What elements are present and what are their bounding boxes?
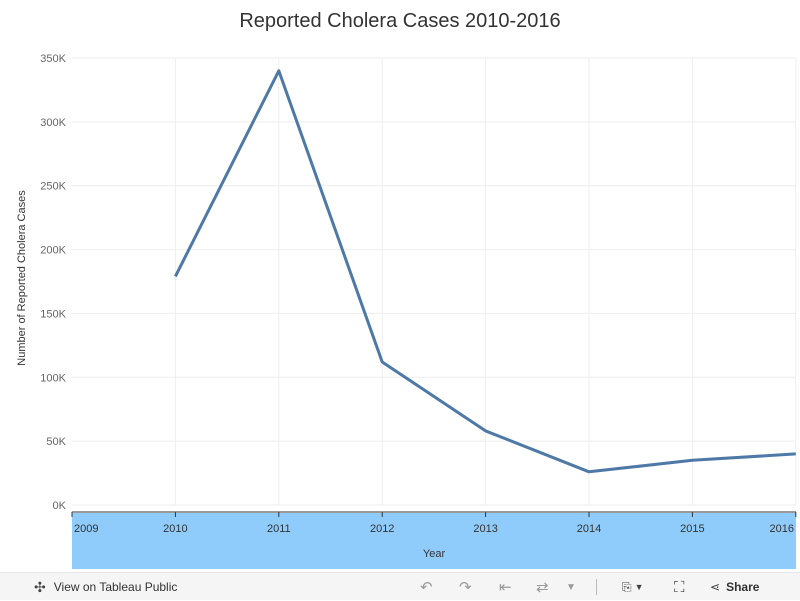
y-tick-label: 100K [40,372,66,384]
share-icon: ⋖ [710,580,721,594]
y-axis-ticks: 350K 300K 250K 200K 150K 100K 50K 0K [40,53,66,512]
y-tick-label: 150K [40,308,66,320]
redo-icon[interactable]: ↷ [459,579,472,596]
series-layer [172,68,799,475]
tableau-logo-icon: ✣ [34,578,46,595]
x-axis-ticks: 2009 2010 2011 2012 2013 2014 2015 2016 [71,512,797,535]
pause-dropdown-icon[interactable]: ▼ [566,581,576,593]
data-point[interactable] [793,451,799,457]
x-axis-band[interactable] [72,513,796,569]
series-line[interactable] [174,69,796,474]
y-tick-label: 350K [40,53,66,65]
data-point[interactable] [689,457,695,463]
share-button[interactable]: ⋖ Share [710,573,759,601]
view-on-tableau-button[interactable]: ✣ View on Tableau Public [34,573,177,601]
toolbar: ✣ View on Tableau Public ↶ ↷ ⇤ ⇄ ▼ ⎘ ▼ ⛶… [0,572,800,600]
y-tick-label: 50K [46,436,66,448]
y-axis-label: Number of Reported Cholera Cases [16,190,28,366]
line-chart: 2009 2010 2011 2012 2013 2014 2015 2016 350K 300… [16,53,799,569]
data-point[interactable] [586,469,592,475]
x-tick-label: 2009 [74,523,98,535]
download-icon[interactable]: ⎘ ▼ [622,579,644,594]
undo-icon[interactable]: ↶ [420,579,433,596]
y-tick-label: 300K [40,117,66,129]
y-tick-label: 200K [40,245,66,257]
y-tick-label: 250K [40,181,66,193]
gridlines [72,57,797,506]
view-on-tableau-label: View on Tableau Public [53,580,178,594]
x-tick-label: 2016 [770,523,794,535]
revert-icon[interactable]: ⇤ [499,579,512,596]
x-axis-label: Year [423,548,446,560]
chart-title: Reported Cholera Cases 2010-2016 [239,10,561,32]
toolbar-divider [596,579,597,595]
x-tick-label: 2012 [370,523,394,535]
data-point[interactable] [276,68,282,74]
data-point[interactable] [483,428,489,434]
data-point[interactable] [172,273,178,279]
data-point[interactable] [379,359,385,365]
x-tick-label: 2013 [473,523,497,535]
fullscreen-icon[interactable]: ⛶ [674,578,685,596]
refresh-icon[interactable]: ⇄ [536,579,549,596]
share-label: Share [726,580,760,594]
x-tick-label: 2014 [577,523,601,535]
x-tick-label: 2010 [163,523,187,535]
y-tick-label: 0K [53,500,67,512]
x-tick-label: 2015 [680,523,704,535]
x-tick-label: 2011 [267,523,291,535]
